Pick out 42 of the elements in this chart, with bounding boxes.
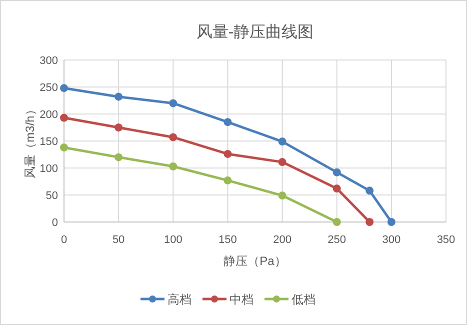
- x-tick-label: 350: [436, 234, 456, 246]
- point: [224, 150, 232, 158]
- x-tick-label: 150: [218, 234, 237, 246]
- point: [278, 138, 286, 146]
- point: [169, 99, 178, 108]
- legend-label: 中档: [230, 292, 254, 306]
- y-tick-label: 200: [40, 109, 58, 121]
- point: [278, 192, 286, 200]
- y-tick-label: 300: [40, 55, 58, 67]
- point: [169, 133, 178, 142]
- point: [332, 168, 341, 176]
- y-tick-label: 50: [46, 190, 58, 202]
- x-tick-label: 200: [273, 234, 292, 246]
- point: [332, 218, 341, 226]
- legend-label: 低档: [292, 292, 316, 306]
- x-tick-label: 100: [164, 234, 182, 246]
- point: [224, 118, 232, 126]
- point: [278, 158, 286, 166]
- point: [332, 184, 341, 193]
- y-axis-title: 风量（m3/h）: [23, 104, 37, 178]
- point: [60, 114, 68, 122]
- point: [169, 162, 178, 170]
- legend-label: 高档: [168, 292, 192, 306]
- point: [387, 218, 396, 226]
- point: [114, 153, 123, 162]
- x-tick-label: 250: [328, 234, 346, 246]
- x-tick-label: 0: [60, 234, 68, 246]
- y-tick-label: 100: [40, 163, 58, 175]
- point: [60, 143, 68, 152]
- x-axis-title: 静压（Pa）: [224, 254, 286, 268]
- y-tick-label: 150: [40, 136, 58, 148]
- point: [114, 92, 123, 101]
- chart-title: 风量-静压曲线图: [196, 23, 314, 41]
- point: [60, 84, 68, 92]
- y-tick-label: 250: [40, 82, 58, 94]
- x-tick-label: 300: [382, 234, 401, 246]
- y-tick-label: 0: [52, 217, 58, 229]
- point: [366, 218, 374, 226]
- point: [366, 186, 374, 195]
- x-tick-label: 50: [112, 234, 125, 246]
- point: [224, 176, 232, 184]
- point: [114, 124, 123, 132]
